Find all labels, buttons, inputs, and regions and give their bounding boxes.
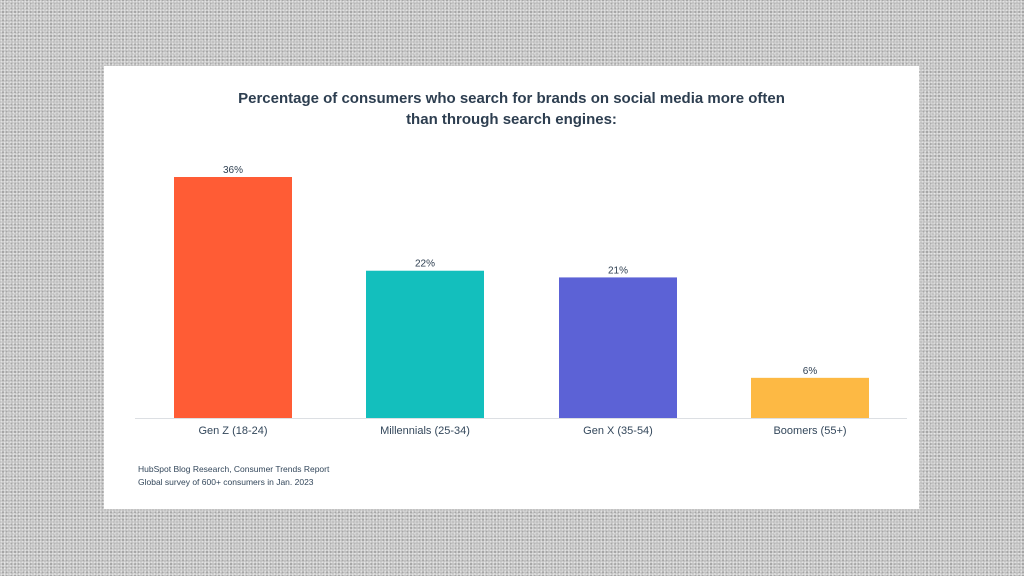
x-tick-label-3: Gen X (35-54) (583, 425, 653, 437)
bar-chart: 36% Gen Z (18-24) 22% Millennials (25-34) 21… (135, 165, 907, 437)
chart-title-line-1: Percentage of consumers who search for b… (238, 90, 785, 107)
x-tick-label-1: Gen Z (18-24) (198, 425, 267, 437)
bar-2 (366, 270, 484, 418)
bar-4 (751, 377, 869, 418)
bar-1 (174, 177, 292, 418)
bar-3 (559, 277, 677, 418)
data-label-2: 22% (415, 259, 435, 270)
x-tick-label-2: Millennials (25-34) (380, 425, 470, 437)
chart-title: Percentage of consumers who search for b… (104, 88, 919, 130)
source-line-1: HubSpot Blog Research, Consumer Trends R… (138, 464, 330, 474)
source-note: HubSpot Blog Research, Consumer Trends R… (138, 463, 329, 489)
source-line-2: Global survey of 600+ consumers in Jan. … (138, 477, 314, 487)
data-label-4: 6% (803, 366, 818, 377)
chart-card: Percentage of consumers who search for b… (104, 66, 919, 509)
data-label-3: 21% (608, 265, 628, 276)
chart-title-line-2: than through search engines: (406, 111, 617, 128)
x-tick-label-4: Boomers (55+) (773, 425, 846, 437)
data-label-1: 36% (223, 165, 243, 176)
